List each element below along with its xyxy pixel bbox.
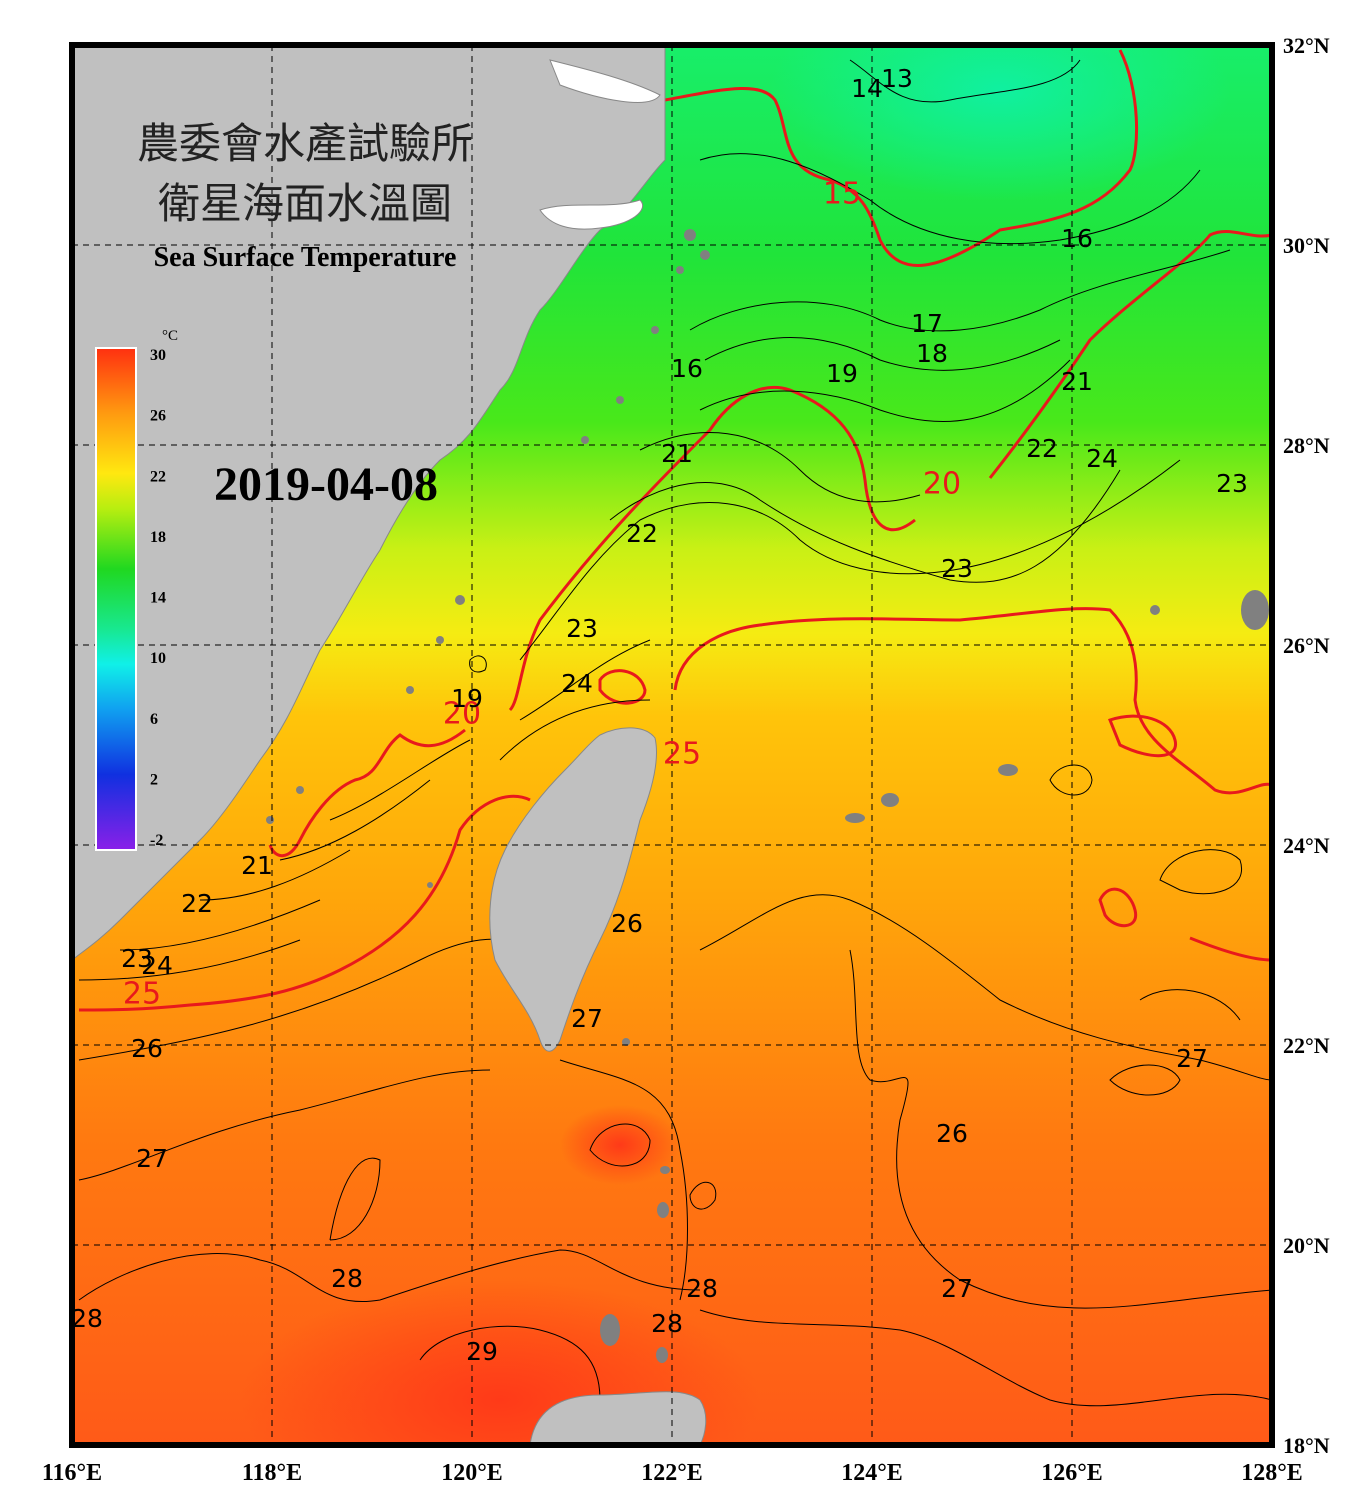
isotherm-label: 13	[881, 64, 913, 93]
isotherm-label: 21	[661, 439, 693, 468]
isotherm-label: 27	[941, 1274, 973, 1303]
luzon-island	[529, 1391, 707, 1445]
title-line-3: Sea Surface Temperature	[154, 242, 457, 273]
isotherm-label: 28	[71, 1304, 103, 1333]
colorbar-tick-label: 2	[150, 771, 158, 788]
isotherm-label: 23	[566, 614, 598, 643]
isotherm-label: 23	[121, 944, 153, 973]
lat-label: 32°N	[1283, 33, 1330, 58]
isotherm-label: 14	[851, 74, 883, 103]
isotherm-label: 28	[331, 1264, 363, 1293]
colorbar-tick-label: 6	[150, 711, 158, 728]
colorbar-unit: °C	[162, 328, 178, 344]
isotherm-label: 22	[181, 889, 213, 918]
colorbar-tick-label: 18	[150, 529, 166, 546]
isotherm-label: 19	[451, 684, 483, 713]
china-landmass	[72, 45, 666, 961]
lon-label: 122°E	[641, 1460, 703, 1486]
isotherm-label: 26	[936, 1119, 968, 1148]
lon-label: 128°E	[1241, 1460, 1303, 1486]
yangtze-estuary	[549, 59, 661, 103]
title-line-2: 衛星海面水溫圖	[158, 179, 452, 228]
cold-pool	[770, 45, 1230, 200]
isotherm-label: 24	[1086, 444, 1118, 473]
warm-spot	[560, 1105, 680, 1185]
isotherm-label: 22	[1026, 434, 1058, 463]
hangzhou-bay	[539, 199, 643, 230]
isotherm-label: 26	[131, 1034, 163, 1063]
lon-label: 126°E	[1041, 1460, 1103, 1486]
isotherm-label: 24	[141, 951, 173, 980]
graticule	[72, 45, 1272, 1445]
colorbar-tick-label: 30	[150, 347, 166, 364]
coastal-islands	[266, 229, 710, 888]
isotherms-minor	[78, 59, 1272, 1407]
colorbar-gradient	[95, 347, 137, 851]
isotherm-label: 25	[663, 737, 701, 772]
colorbar: °C 30 26 22 18 14 10 6 2 -2	[95, 328, 178, 851]
isotherm-label: 26	[611, 909, 643, 938]
isotherm-label: 28	[651, 1309, 683, 1338]
colorbar-tick-label: 22	[150, 468, 166, 485]
taiwan-island	[489, 727, 658, 1052]
lat-label: 28°N	[1283, 433, 1330, 458]
lat-label: 22°N	[1283, 1033, 1330, 1058]
colorbar-ticks: 30 26 22 18 14 10 6 2 -2	[150, 347, 166, 849]
lon-label: 120°E	[441, 1460, 503, 1486]
lat-label: 30°N	[1283, 233, 1330, 258]
colorbar-tick-label: 14	[150, 590, 166, 607]
isotherm-label: 27	[136, 1144, 168, 1173]
isotherm-label: 22	[626, 519, 658, 548]
lat-label: 20°N	[1283, 1233, 1330, 1258]
lon-label: 118°E	[242, 1460, 302, 1486]
isotherm-labels-major: 15 20 20 25 25	[123, 177, 961, 1012]
isotherm-label: 19	[826, 359, 858, 388]
colorbar-tick-label: 26	[150, 408, 166, 425]
lat-label: 24°N	[1283, 833, 1330, 858]
isotherm-label: 20	[443, 697, 481, 732]
isotherm-label: 23	[941, 554, 973, 583]
colorbar-tick-label: 10	[150, 650, 166, 667]
isotherm-label: 28	[686, 1274, 718, 1303]
longitude-labels: 116°E 118°E 120°E 122°E 124°E 126°E 128°E	[42, 1460, 1303, 1486]
lat-label: 26°N	[1283, 633, 1330, 658]
isotherms-major	[78, 49, 1272, 1012]
isotherm-label: 15	[823, 177, 861, 212]
map-frame	[69, 42, 1275, 1448]
date-label: 2019-04-08	[214, 458, 438, 511]
colorbar-tick-label: -2	[150, 832, 163, 849]
isotherm-label: 24	[561, 669, 593, 698]
isotherm-label: 25	[123, 977, 161, 1012]
isotherm-label: 20	[923, 467, 961, 502]
isotherm-label: 18	[916, 339, 948, 368]
isotherm-label: 16	[1061, 224, 1093, 253]
title-line-1: 農委會水產試驗所	[137, 119, 473, 168]
isotherm-label: 21	[1061, 367, 1093, 396]
lon-label: 124°E	[841, 1460, 903, 1486]
latitude-labels: 32°N 30°N 28°N 26°N 24°N 22°N 20°N 18°N	[1283, 33, 1330, 1458]
lon-label: 116°E	[42, 1460, 102, 1486]
small-islands	[600, 590, 1269, 1363]
isotherm-label: 27	[571, 1004, 603, 1033]
isotherm-label: 16	[671, 354, 703, 383]
isotherm-label: 23	[1216, 469, 1248, 498]
lat-label: 18°N	[1283, 1433, 1330, 1458]
isotherm-label: 17	[911, 309, 943, 338]
isotherm-label: 21	[241, 851, 273, 880]
isotherm-label: 29	[466, 1337, 498, 1366]
isotherm-label: 27	[1176, 1044, 1208, 1073]
